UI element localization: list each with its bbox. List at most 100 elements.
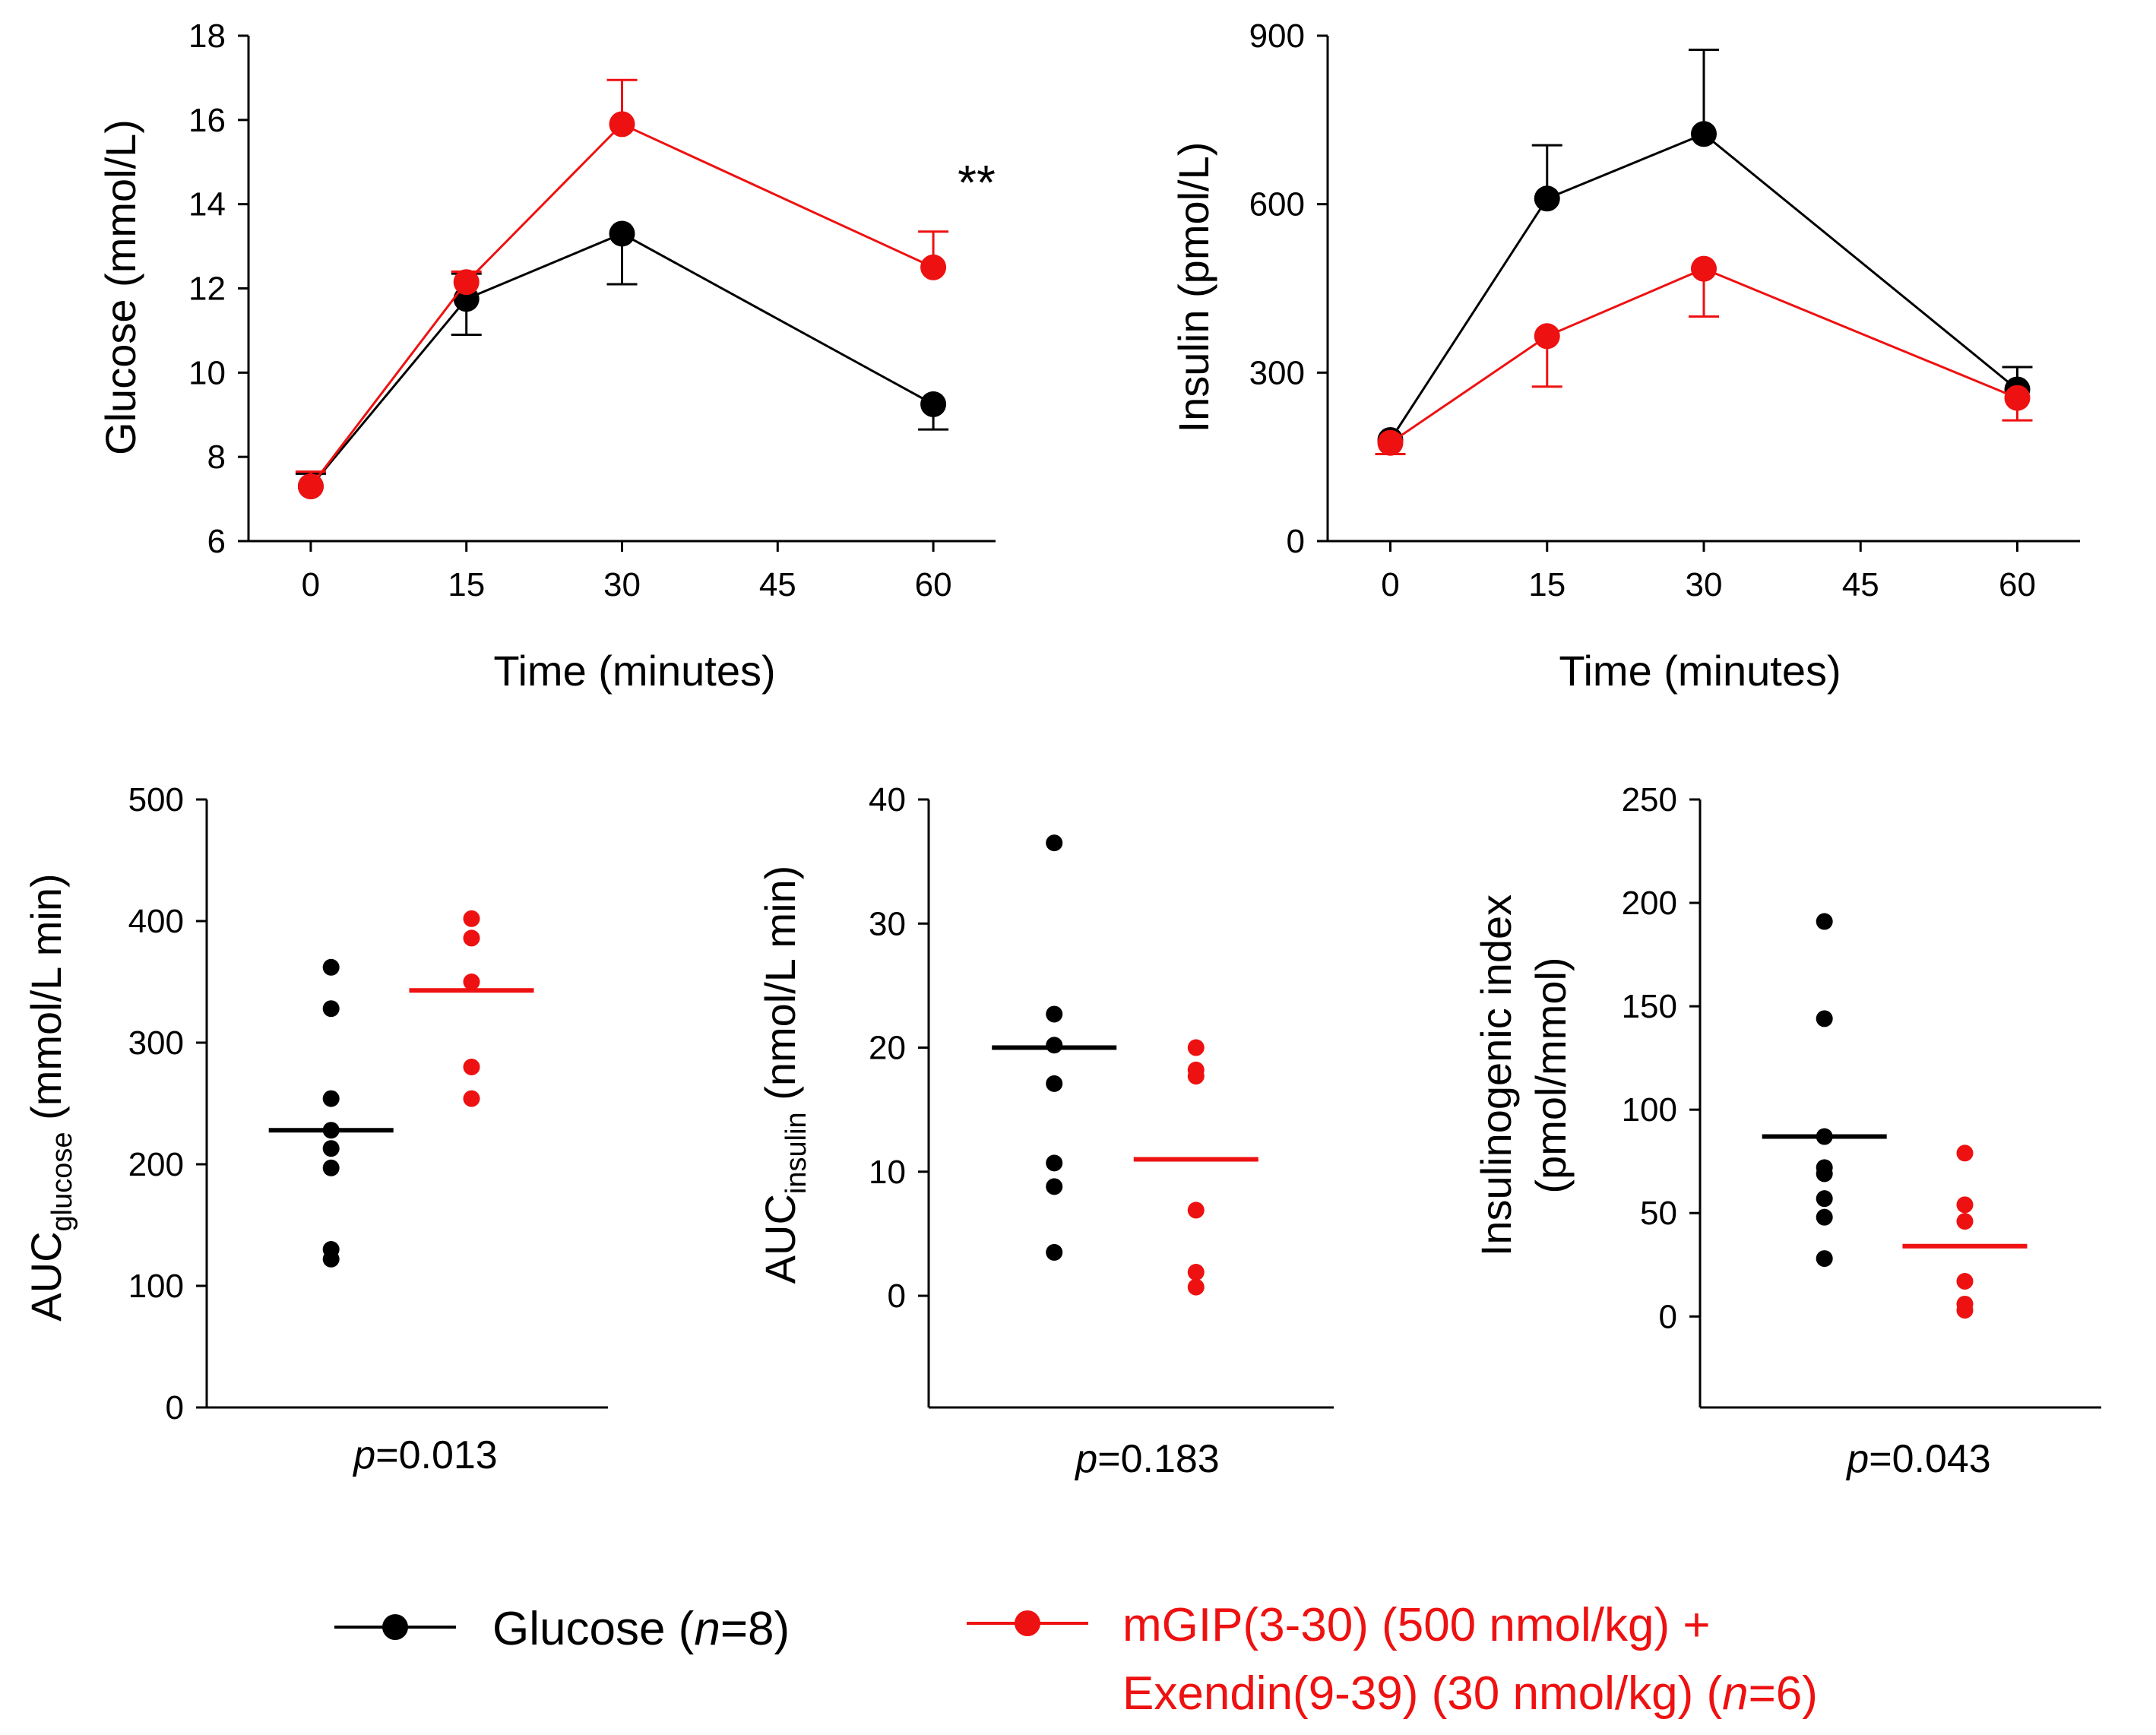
auc-insulin-glucose-point — [1046, 1037, 1063, 1054]
insulin-time-treatment-point — [2004, 385, 2031, 411]
auc-insulin-y-tick-label: 30 — [869, 905, 906, 942]
glucose-time-treatment-point — [297, 473, 324, 499]
insulin-time-chart: 0 300 600 900 0 15 30 45 60 Time (minutes) Insul… — [1170, 17, 2080, 695]
glucose-time-x-tick-label: 15 — [448, 566, 485, 603]
insulin-time-treatment-point — [1377, 429, 1404, 456]
insulin-time-glucose-point — [1534, 185, 1560, 212]
auc-insulin-treatment-point — [1187, 1202, 1205, 1219]
significance-marker: ** — [958, 155, 996, 210]
insulinogenic-index-y-tick-label: 100 — [1622, 1091, 1677, 1129]
insulinogenic-index-glucose-point — [1816, 1190, 1833, 1208]
insulin-time-glucose-point — [1691, 121, 1717, 147]
auc-insulin-y-tick-label: 0 — [888, 1278, 906, 1315]
glucose-time-glucose-series-line — [309, 232, 934, 487]
legend-treatment-label-line2: Exendin(9-39) (30 nmol/kg) (n=6) — [1122, 1667, 1818, 1720]
glucose-time-treatment-point — [920, 254, 947, 280]
auc-glucose-marks — [268, 910, 534, 1268]
glucose-time-x-tick-label: 60 — [915, 566, 952, 603]
insulin-time-x-tick-label: 30 — [1686, 566, 1723, 603]
auc-glucose-glucose-point — [322, 1122, 340, 1139]
legend-treatment-marker — [1015, 1610, 1040, 1636]
auc-insulin-p-value: p=0.183 — [1074, 1437, 1219, 1481]
auc-glucose-y-tick-label: 300 — [128, 1024, 184, 1062]
auc-glucose-glucose-point — [322, 1090, 340, 1107]
insulinogenic-index-y-tick-label: 0 — [1659, 1298, 1677, 1335]
legend-treatment-label: mGIP(3-30) (500 nmol/kg) + — [1122, 1599, 1711, 1651]
auc-glucose-p-value: p=0.013 — [352, 1433, 497, 1477]
insulinogenic-index-marks — [1762, 913, 2028, 1319]
auc-insulin-glucose-point — [1046, 1154, 1063, 1172]
insulin-time-y-tick-label: 600 — [1249, 186, 1305, 223]
glucose-time-treatment-series-line — [309, 122, 934, 487]
glucose-time-x-tick-label: 45 — [759, 566, 796, 603]
glucose-time-glucose-point — [609, 220, 635, 247]
auc-insulin-y-tick-label: 40 — [869, 781, 906, 818]
insulin-time-x-tick-label: 60 — [1999, 566, 2036, 603]
insulinogenic-index-axes: 0 50 100 150 200 250 — [1622, 781, 2101, 1409]
insulinogenic-index-p-value: p=0.043 — [1845, 1437, 1990, 1481]
insulin-time-ylabel: Insulin (pmol/L) — [1170, 142, 1217, 433]
glucose-time-y-tick-label: 6 — [207, 523, 226, 560]
auc-insulin-glucose-point — [1046, 1178, 1063, 1195]
insulinogenic-index-glucose-point — [1816, 1128, 1833, 1145]
insulinogenic-index-treatment-point — [1956, 1213, 1974, 1230]
insulinogenic-index-treatment-point — [1956, 1273, 1974, 1290]
glucose-time-y-tick-label: 10 — [188, 354, 226, 391]
glucose-time-treatment-point — [609, 111, 635, 138]
insulin-time-treatment-series-line — [1389, 268, 2018, 444]
insulin-time-glucose-series-line — [1389, 132, 2018, 441]
insulinogenic-index-treatment-point — [1956, 1145, 1974, 1162]
insulinogenic-index-treatment-point — [1956, 1302, 1974, 1319]
auc-glucose-glucose-point — [322, 958, 340, 976]
auc-insulin-treatment-point — [1187, 1264, 1205, 1281]
auc-glucose-treatment-point — [463, 1090, 480, 1107]
glucose-time-marks — [295, 78, 949, 499]
auc-glucose-glucose-point — [322, 1159, 340, 1176]
auc-insulin-y-tick-label: 10 — [869, 1154, 906, 1191]
auc-insulin-glucose-point — [1046, 834, 1063, 852]
glucose-time-x-tick-label: 30 — [603, 566, 641, 603]
insulinogenic-index-glucose-point — [1816, 1208, 1833, 1226]
glucose-time-y-tick-label: 16 — [188, 102, 226, 139]
auc-glucose-y-tick-label: 400 — [128, 903, 184, 940]
insulin-time-marks — [1375, 48, 2033, 456]
insulin-time-y-tick-label: 900 — [1249, 17, 1305, 55]
glucose-time-chart: 6 8 10 12 14 16 18 0 15 30 45 60 Time (minutes) Glu… — [97, 17, 996, 695]
auc-insulin-glucose-point — [1046, 1005, 1063, 1023]
auc-insulin-glucose-point — [1046, 1243, 1063, 1261]
auc-glucose-ylabel: AUCglucose (mmol/L min) — [22, 873, 78, 1321]
insulin-time-x-tick-label: 45 — [1842, 566, 1879, 603]
insulinogenic-index-y-tick-label: 250 — [1622, 781, 1677, 818]
glucose-time-y-tick-label: 8 — [207, 438, 226, 476]
auc-glucose-glucose-point — [322, 1000, 340, 1018]
insulin-time-treatment-point — [1534, 323, 1560, 350]
insulin-time-xlabel: Time (minutes) — [1559, 647, 1841, 695]
auc-glucose-y-tick-label: 200 — [128, 1146, 184, 1183]
insulin-time-y-tick-label: 300 — [1249, 354, 1305, 391]
glucose-time-axes: 6 8 10 12 14 16 18 0 15 30 45 60 — [188, 17, 996, 603]
auc-glucose-axes: 0 100 200 300 400 500 — [128, 781, 608, 1426]
legend-glucose-label: Glucose (n=8) — [492, 1603, 790, 1655]
insulinogenic-index-ylabel: Insulinogenic index — [1472, 894, 1520, 1256]
glucose-time-y-tick-label: 12 — [188, 271, 226, 308]
glucose-time-x-tick-label: 0 — [302, 566, 320, 603]
auc-insulin-marks — [992, 834, 1258, 1296]
auc-glucose-chart: 0 100 200 300 400 500 AUCglucose (mmol/L min)… — [22, 781, 608, 1477]
auc-glucose-glucose-point — [322, 1250, 340, 1268]
insulinogenic-index-y-tick-label: 200 — [1622, 885, 1677, 922]
insulinogenic-index-glucose-point — [1816, 1165, 1833, 1183]
glucose-time-treatment-point — [453, 269, 480, 296]
insulinogenic-index-glucose-point — [1816, 1250, 1833, 1268]
auc-glucose-y-tick-label: 500 — [128, 781, 184, 818]
auc-insulin-treatment-point — [1187, 1278, 1205, 1296]
auc-insulin-axes: 0 10 20 30 40 — [869, 781, 1334, 1409]
insulin-time-y-tick-label: 0 — [1287, 523, 1305, 560]
legend: Glucose (n=8) mGIP(3-30) (500 nmol/kg) +… — [334, 1599, 1818, 1720]
auc-glucose-glucose-point — [322, 1140, 340, 1157]
insulinogenic-index-treatment-point — [1956, 1196, 1974, 1214]
auc-glucose-treatment-point — [463, 1059, 480, 1075]
auc-glucose-treatment-point — [463, 974, 480, 990]
insulin-time-x-tick-label: 0 — [1381, 566, 1399, 603]
insulinogenic-index-glucose-point — [1816, 1010, 1833, 1027]
